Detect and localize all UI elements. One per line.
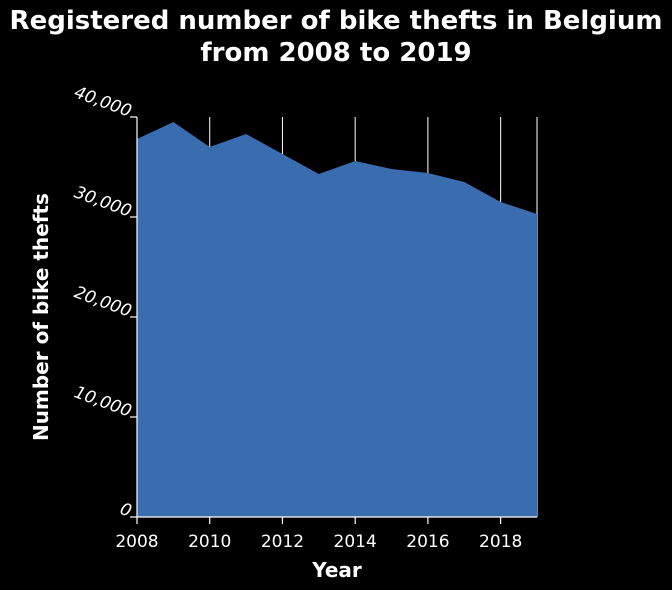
x-tick-label-2008: 2008	[115, 532, 158, 552]
series-area	[137, 122, 537, 517]
x-tick-label-2018: 2018	[479, 532, 522, 552]
x-tick-label-2012: 2012	[261, 532, 304, 552]
bike-thefts-area	[137, 122, 537, 517]
x-axis-label: Year	[311, 558, 362, 582]
x-tick-label-2010: 2010	[188, 532, 231, 552]
chart-title-line-2: from 2008 to 2019	[200, 38, 471, 68]
x-tick-label-2014: 2014	[334, 532, 377, 552]
y-axis-label: Number of bike thefts	[29, 193, 53, 441]
chart-title-line-1: Registered number of bike thefts in Belg…	[10, 6, 663, 36]
x-tick-label-2016: 2016	[406, 532, 449, 552]
